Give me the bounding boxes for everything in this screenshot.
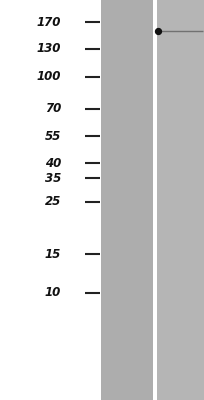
Text: 170: 170 (37, 16, 61, 28)
Text: 25: 25 (45, 195, 61, 208)
Text: 40: 40 (45, 157, 61, 170)
Text: 70: 70 (45, 102, 61, 115)
Text: 130: 130 (37, 42, 61, 55)
Text: 100: 100 (37, 70, 61, 83)
Bar (153, 0, 157, 400)
Text: 15: 15 (45, 248, 61, 260)
Bar (101, 0, 153, 400)
Text: 10: 10 (45, 286, 61, 299)
Point (156, 28, 159, 34)
Text: 55: 55 (45, 130, 61, 142)
Text: 35: 35 (45, 172, 61, 185)
Bar (157, 0, 204, 400)
